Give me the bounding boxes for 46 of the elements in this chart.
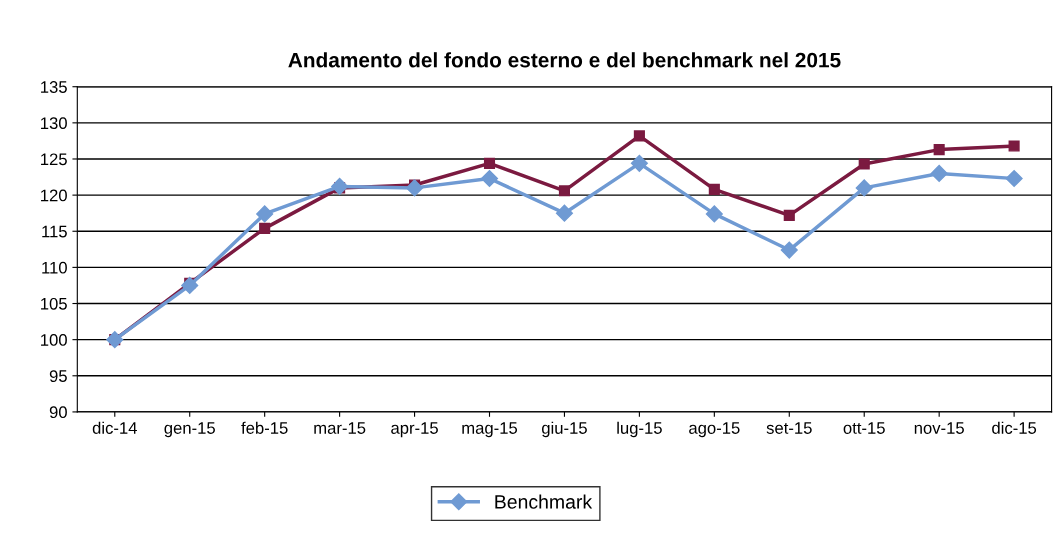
x-tick-label: dic-15 [992, 421, 1037, 434]
point [331, 177, 349, 196]
x-tick-label: mag-15 [462, 422, 518, 438]
x-tick-label: set-15 [766, 422, 812, 434]
point [181, 276, 199, 295]
x-tick-label: ago-15 [689, 422, 740, 438]
point [256, 205, 274, 223]
y-tick-label: 130 [41, 117, 67, 130]
point [705, 205, 723, 223]
y-tick-label: 120 [41, 189, 67, 202]
y-tick-label: 125 [41, 153, 67, 166]
point [780, 241, 798, 259]
y-tick-label: 115 [42, 225, 67, 238]
x-tick-label: mar-15 [314, 422, 366, 434]
y-tick-label: 135 [41, 81, 67, 93]
y-tick-label: 100 [41, 334, 67, 346]
x-tick-label: apr-15 [391, 422, 438, 438]
point [555, 204, 573, 222]
x-tick-label: feb-15 [241, 421, 288, 434]
point [858, 158, 870, 170]
x-tick-label: nov-15 [914, 422, 964, 434]
point [708, 183, 720, 195]
y-tick-label: 105 [41, 297, 67, 310]
point [783, 209, 795, 221]
y-tick-label: 95 [49, 370, 67, 382]
y-tick-label: 90 [49, 406, 67, 419]
y-tick-label: 110 [42, 261, 67, 274]
point [855, 179, 873, 197]
x-tick-label: giu-15 [541, 421, 587, 438]
point [1008, 140, 1020, 152]
x-tick-label: dic-14 [92, 421, 137, 434]
x-tick-label: lug-15 [617, 421, 662, 438]
point [630, 154, 648, 172]
point [558, 185, 571, 197]
legend-label: Benchmark [495, 494, 593, 509]
point [1005, 169, 1023, 188]
point [406, 179, 424, 197]
point [259, 222, 271, 234]
point [480, 169, 499, 188]
point [483, 157, 496, 169]
point [633, 130, 645, 142]
point [930, 164, 948, 182]
x-tick-label: gen-15 [164, 422, 215, 438]
chart-title: Andamento del fondo esterno e del benchmark nel 2015 [288, 52, 841, 68]
x-tick-label: ott-15 [843, 422, 885, 434]
point [933, 144, 945, 156]
